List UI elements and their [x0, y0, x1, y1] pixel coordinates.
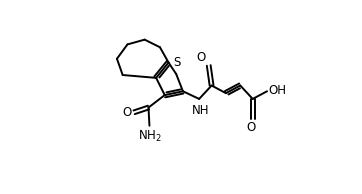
Text: NH$_2$: NH$_2$ [139, 129, 162, 144]
Text: O: O [246, 121, 256, 134]
Text: S: S [173, 56, 181, 69]
Text: NH: NH [192, 104, 210, 117]
Text: O: O [196, 50, 205, 64]
Text: O: O [123, 106, 132, 119]
Text: OH: OH [269, 84, 287, 97]
